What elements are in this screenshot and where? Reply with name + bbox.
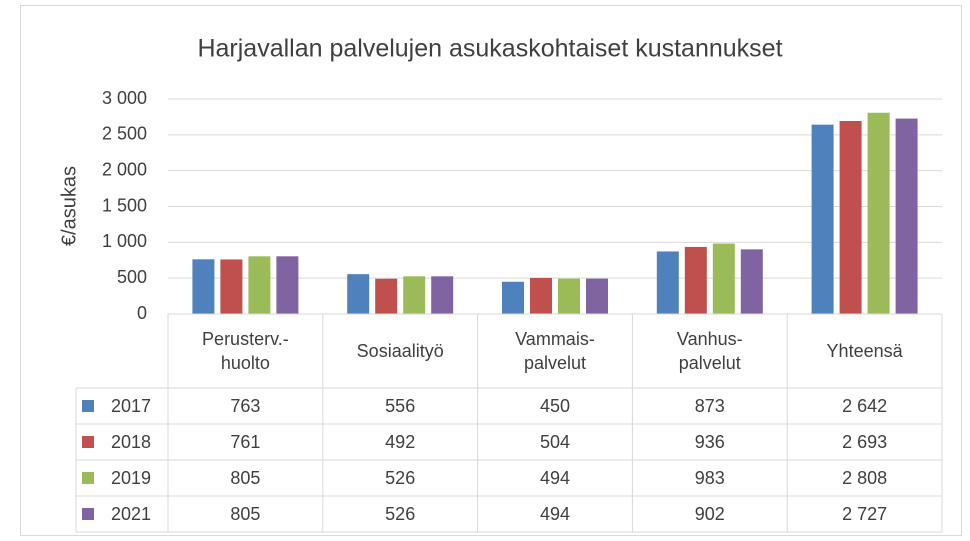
table-value: 2 642 bbox=[842, 396, 888, 416]
y-tick-label: 500 bbox=[117, 267, 147, 287]
bar bbox=[375, 278, 398, 314]
y-tick-label: 1 000 bbox=[102, 231, 147, 251]
bar bbox=[276, 256, 299, 314]
table-value: 805 bbox=[230, 504, 261, 524]
bar bbox=[867, 112, 890, 314]
bar bbox=[811, 124, 834, 314]
y-tick-label: 2 500 bbox=[102, 124, 147, 144]
y-tick-label: 2 000 bbox=[102, 159, 147, 179]
bar bbox=[347, 274, 370, 314]
y-tick-label: 0 bbox=[137, 303, 147, 323]
y-tick-label: 3 000 bbox=[102, 88, 147, 108]
table-value: 556 bbox=[385, 396, 416, 416]
legend-swatch bbox=[82, 436, 94, 448]
bar bbox=[839, 121, 862, 314]
bar bbox=[558, 278, 580, 314]
table-value: 2 693 bbox=[842, 432, 888, 452]
category-label: Vanhus- palvelut bbox=[676, 329, 743, 373]
category-label: Vammais- palvelut bbox=[515, 329, 595, 373]
legend-label: 2017 bbox=[110, 396, 152, 416]
bar bbox=[586, 278, 608, 314]
y-axis-label: €/asukas bbox=[58, 166, 80, 246]
table-value: 450 bbox=[539, 396, 571, 416]
table-value: 526 bbox=[385, 504, 416, 524]
y-tick-label: 1 500 bbox=[102, 195, 147, 215]
bar bbox=[656, 251, 679, 314]
legend-label: 2021 bbox=[110, 504, 152, 524]
bar bbox=[220, 259, 243, 314]
table-value: 494 bbox=[539, 468, 571, 488]
table-value: 492 bbox=[385, 432, 416, 452]
bar bbox=[740, 249, 763, 314]
table-value: 873 bbox=[694, 396, 725, 416]
table-value: 902 bbox=[694, 504, 725, 524]
table-value: 761 bbox=[230, 432, 261, 452]
category-label: Perusterv.- huolto bbox=[202, 329, 289, 373]
legend-label: 2018 bbox=[110, 432, 152, 452]
chart-border bbox=[20, 5, 962, 536]
table-value: 983 bbox=[694, 468, 725, 488]
bar bbox=[684, 246, 707, 314]
bar bbox=[895, 118, 918, 314]
bar bbox=[248, 256, 271, 314]
bar bbox=[192, 259, 215, 314]
legend-swatch bbox=[82, 400, 94, 412]
category-label: Sosiaalityö bbox=[356, 341, 444, 361]
bar bbox=[403, 276, 426, 314]
table-value: 504 bbox=[539, 432, 571, 452]
category-label: Yhteensä bbox=[826, 341, 903, 361]
legend-swatch bbox=[82, 472, 94, 484]
chart-title: Harjavallan palvelujen asukaskohtaiset k… bbox=[197, 35, 782, 63]
bar bbox=[712, 243, 735, 314]
bar bbox=[502, 281, 524, 314]
table-value: 526 bbox=[385, 468, 416, 488]
bar bbox=[431, 276, 454, 314]
table-value: 805 bbox=[230, 468, 261, 488]
bar bbox=[530, 277, 552, 314]
table-value: 2 808 bbox=[842, 468, 888, 488]
table-value: 763 bbox=[230, 396, 261, 416]
table-value: 2 727 bbox=[842, 504, 888, 524]
table-value: 936 bbox=[694, 432, 725, 452]
legend-swatch bbox=[82, 508, 94, 520]
legend-label: 2019 bbox=[110, 468, 152, 488]
table-value: 494 bbox=[539, 504, 571, 524]
